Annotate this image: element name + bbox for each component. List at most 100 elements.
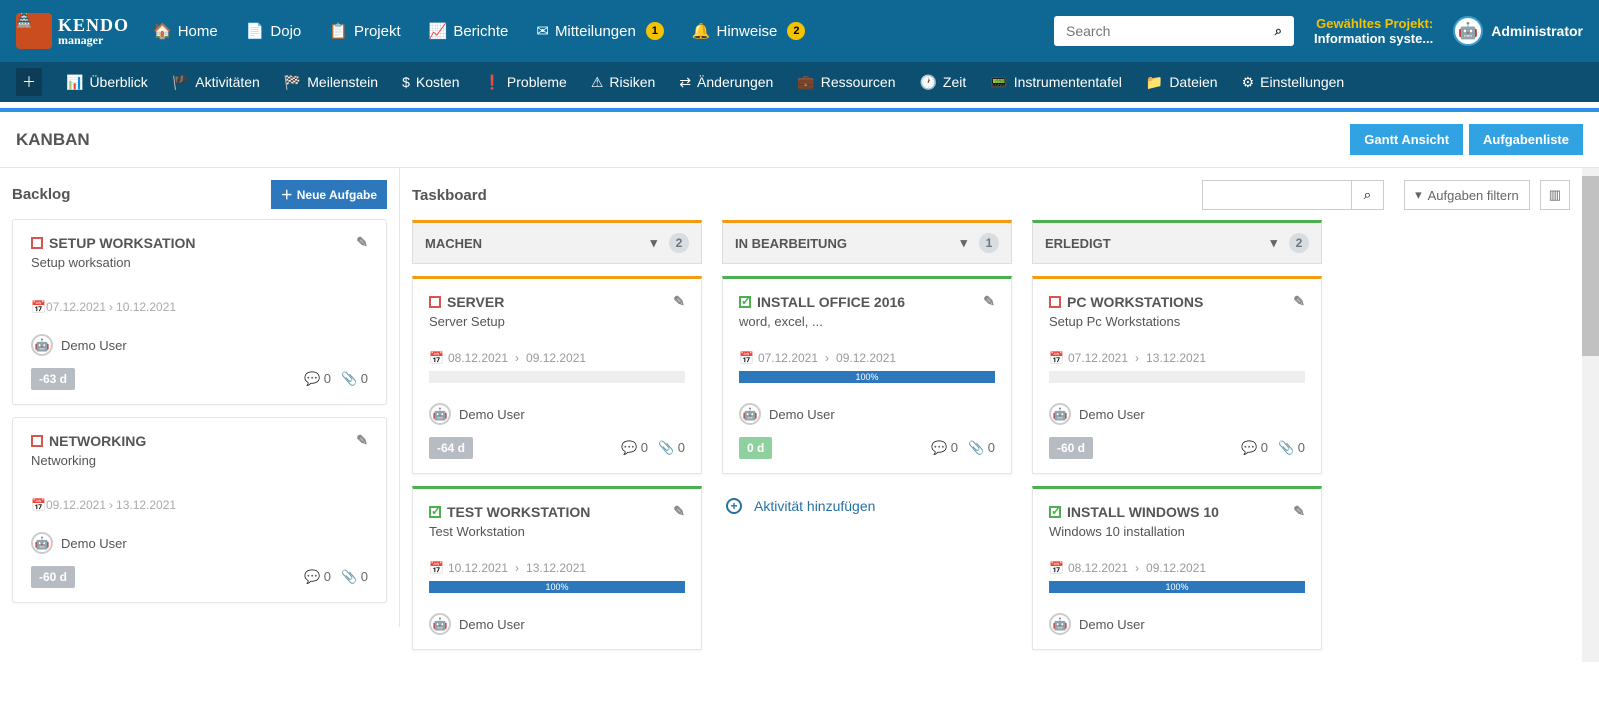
layout-button[interactable]: ▥ [1540, 180, 1570, 210]
subnav-problems-label: Probleme [507, 74, 567, 90]
subnav-time[interactable]: 🕐Zeit [919, 74, 966, 91]
edit-icon[interactable]: ✎ [673, 503, 685, 520]
column-header[interactable]: ERLEDIGT ▾ 2 [1032, 220, 1322, 264]
card-title: SERVER [447, 294, 504, 310]
nav-messages[interactable]: ✉Mitteilungen1 [536, 22, 663, 40]
nav-hints[interactable]: 🔔Hinweise2 [692, 22, 806, 40]
subnav-dashboard[interactable]: 📟Instrumententafel [990, 74, 1122, 91]
progress-bar [429, 371, 685, 383]
comment-icon: 💬 [1241, 440, 1257, 455]
hints-badge: 2 [787, 22, 805, 40]
card-title: SETUP WORKSATION [49, 235, 196, 251]
checkbox-icon[interactable] [1049, 296, 1061, 308]
global-search[interactable]: ⌕ [1054, 16, 1294, 46]
column-title: ERLEDIGT [1045, 236, 1111, 251]
nav-reports-label: Berichte [453, 23, 508, 40]
nav-hints-label: Hinweise [717, 23, 778, 40]
subnav-resources[interactable]: 💼Ressourcen [797, 74, 895, 91]
progress-bar: 100% [739, 371, 995, 383]
subnav-activities[interactable]: 🏴Aktivitäten [172, 74, 260, 91]
checkbox-icon[interactable] [31, 237, 43, 249]
comments-count: 💬 0 [304, 569, 331, 585]
subnav-files[interactable]: 📁Dateien [1146, 74, 1218, 91]
kanban-card[interactable]: INSTALL WINDOWS 10 ✎ Windows 10 installa… [1032, 486, 1322, 650]
filter-tasks-button[interactable]: ▾Aufgaben filtern [1404, 180, 1530, 210]
new-task-label: Neue Aufgabe [297, 188, 377, 202]
subnav-settings-label: Einstellungen [1260, 74, 1344, 90]
taskboard-search-button[interactable]: ⌕ [1352, 180, 1384, 210]
chevron-down-icon[interactable]: ▾ [1270, 235, 1277, 251]
subnav-problems[interactable]: ❗ Probleme [483, 74, 566, 91]
checkbox-icon[interactable] [429, 296, 441, 308]
nav-project-label: Projekt [354, 23, 401, 40]
attachment-icon: 📎 [1278, 440, 1294, 455]
taskboard-search-input[interactable] [1202, 180, 1352, 210]
nav-project[interactable]: 📋 Projekt [329, 22, 400, 40]
exchange-icon: ⇄ [679, 74, 691, 91]
chevron-down-icon[interactable]: ▾ [650, 235, 657, 251]
page-title: KANBAN [16, 130, 90, 150]
kanban-card[interactable]: PC WORKSTATIONS ✎ Setup Pc Workstations … [1032, 276, 1322, 474]
days-badge: -63 d [31, 368, 75, 390]
selected-project[interactable]: Gewähltes Projekt: Information syste... [1314, 16, 1433, 46]
edit-icon[interactable]: ✎ [356, 432, 368, 449]
gear-icon: ⚙ [1242, 74, 1255, 91]
checkbox-icon[interactable] [739, 296, 751, 308]
user-menu[interactable]: 🤖 Administrator [1453, 16, 1583, 46]
avatar-icon: 🤖 [31, 334, 53, 356]
edit-icon[interactable]: ✎ [1293, 293, 1305, 310]
calendar-icon: 📅 [739, 351, 754, 365]
nav-home[interactable]: 🏠Home [153, 22, 218, 40]
column-header[interactable]: MACHEN ▾ 2 [412, 220, 702, 264]
edit-icon[interactable]: ✎ [673, 293, 685, 310]
plus-circle-icon: + [726, 498, 742, 514]
backlog-card[interactable]: SETUP WORKSATION ✎ Setup worksation 📅07.… [12, 219, 387, 405]
checkbox-icon[interactable] [31, 435, 43, 447]
progress-bar: 100% [429, 581, 685, 593]
chart-icon: 📈 [429, 22, 448, 40]
add-activity-button[interactable]: + Aktivität hinzufügen [722, 494, 1012, 518]
nav-dojo[interactable]: 📄Dojo [246, 22, 302, 40]
search-icon: ⌕ [1364, 187, 1371, 202]
card-user-name: Demo User [61, 536, 127, 551]
alert-icon: ❗ [483, 74, 500, 91]
avatar-icon: 🤖 [739, 403, 761, 425]
attach-count: 📎 0 [341, 371, 368, 387]
vertical-scrollbar[interactable] [1582, 168, 1599, 662]
edit-icon[interactable]: ✎ [356, 234, 368, 251]
scrollbar-thumb[interactable] [1582, 176, 1599, 356]
logo-icon: 🏯 [16, 13, 52, 49]
nav-dojo-label: Dojo [270, 23, 301, 40]
attachment-icon: 📎 [658, 440, 674, 455]
nav-reports[interactable]: 📈 Berichte [429, 22, 509, 40]
checkbox-icon[interactable] [1049, 506, 1061, 518]
edit-icon[interactable]: ✎ [1293, 503, 1305, 520]
logo[interactable]: 🏯 KENDO manager [16, 13, 129, 49]
kanban-card[interactable]: TEST WORKSTATION ✎ Test Workstation 📅 10… [412, 486, 702, 650]
subnav-milestones[interactable]: 🏁Meilenstein [284, 74, 378, 91]
search-icon[interactable]: ⌕ [1275, 23, 1282, 39]
attachment-icon: 📎 [341, 569, 357, 584]
kanban-card[interactable]: INSTALL OFFICE 2016 ✎ word, excel, ... 📅… [722, 276, 1012, 474]
subnav-settings[interactable]: ⚙ Einstellungen [1242, 74, 1345, 91]
edit-icon[interactable]: ✎ [983, 293, 995, 310]
task-list-button[interactable]: Aufgabenliste [1469, 124, 1583, 155]
card-title: TEST WORKSTATION [447, 504, 590, 520]
chevron-down-icon[interactable]: ▾ [960, 235, 967, 251]
subnav-risks[interactable]: ⚠Risiken [591, 74, 655, 91]
gantt-view-button[interactable]: Gantt Ansicht [1350, 124, 1463, 155]
subnav-changes[interactable]: ⇄Änderungen [679, 74, 773, 91]
search-input[interactable] [1066, 23, 1275, 39]
attachment-icon: 📎 [341, 371, 357, 386]
backlog-card[interactable]: NETWORKING ✎ Networking 📅09.12.2021›13.1… [12, 417, 387, 603]
file-icon: 📋 [329, 22, 348, 40]
subnav-costs[interactable]: $Kosten [402, 74, 459, 90]
calendar-icon: 📅 [429, 351, 444, 365]
attachment-icon: 📎 [968, 440, 984, 455]
subnav-add[interactable]: ＋ [16, 68, 42, 96]
subnav-overview[interactable]: 📊Überblick [66, 74, 148, 91]
column-header[interactable]: IN BEARBEITUNG ▾ 1 [722, 220, 1012, 264]
checkbox-icon[interactable] [429, 506, 441, 518]
new-task-button[interactable]: ＋Neue Aufgabe [271, 180, 387, 209]
kanban-card[interactable]: SERVER ✎ Server Setup 📅 08.12.2021 › 09.… [412, 276, 702, 474]
